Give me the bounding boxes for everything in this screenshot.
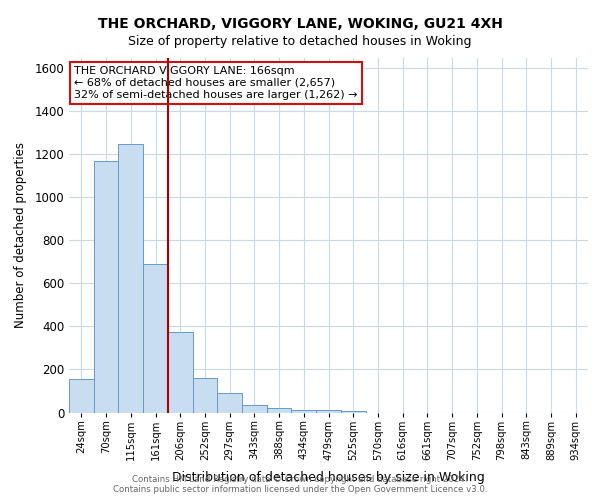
Bar [267,408,292,412]
Bar [242,405,267,412]
Y-axis label: Number of detached properties: Number of detached properties [14,142,28,328]
Text: THE ORCHARD, VIGGORY LANE, WOKING, GU21 4XH: THE ORCHARD, VIGGORY LANE, WOKING, GU21 … [98,18,502,32]
Bar [168,332,193,412]
X-axis label: Distribution of detached houses by size in Woking: Distribution of detached houses by size … [172,471,485,484]
Bar [292,410,316,412]
Bar [69,379,94,412]
Bar [193,378,217,412]
Text: Size of property relative to detached houses in Woking: Size of property relative to detached ho… [128,35,472,48]
Bar [316,410,341,412]
Text: Contains HM Land Registry data © Crown copyright and database right 2024.
Contai: Contains HM Land Registry data © Crown c… [113,474,487,494]
Bar [143,264,168,412]
Bar [94,161,118,412]
Bar [217,393,242,412]
Bar [118,144,143,412]
Text: THE ORCHARD VIGGORY LANE: 166sqm
← 68% of detached houses are smaller (2,657)
32: THE ORCHARD VIGGORY LANE: 166sqm ← 68% o… [74,66,358,100]
